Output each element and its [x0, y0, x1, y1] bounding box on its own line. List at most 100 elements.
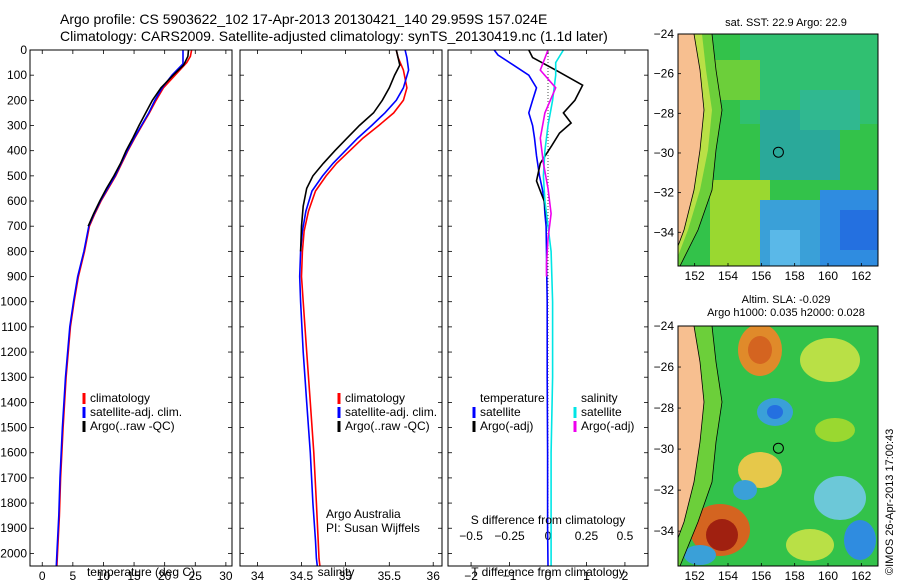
x-tick-label: 1	[583, 569, 590, 580]
series-line-s-satellite	[542, 49, 565, 566]
depth-tick-label: 1100	[1, 320, 27, 334]
s-tick-label: −0.25	[494, 529, 525, 543]
map-y-tick-label: −24	[654, 27, 675, 41]
s-tick-label: 0.5	[617, 529, 634, 543]
difference-depth-ticks	[448, 49, 648, 554]
legend-label: satellite-adj. clim.	[90, 405, 182, 419]
figure-title-line2: Climatology: CARS2009. Satellite-adjuste…	[60, 28, 608, 44]
depth-tick-label: 0	[20, 43, 27, 57]
series-line-climatology	[300, 49, 408, 567]
x-tick-label: 34	[251, 569, 265, 580]
map-y-tick-label: −26	[654, 360, 675, 374]
map-y-tick-label: −32	[654, 483, 675, 497]
difference-top-label: S difference from climatology	[471, 513, 626, 527]
temperature-xlabel: temperature (deg C)	[87, 565, 195, 579]
legend-title-temperature: temperature	[480, 391, 545, 405]
salinity-annotation-line2: PI: Susan Wijffels	[326, 521, 420, 535]
difference-panel: −2 −1 0 1 2 −0.5 −0.25 0 0.25 0.5 T difference f…	[447, 49, 649, 580]
map-x-tick-label: 152	[685, 269, 705, 283]
temperature-x-ticks: 0 5 10 15 20 25 30	[39, 50, 233, 580]
legend-label: climatology	[345, 391, 405, 405]
sst-map-y-ticks: −24 −26 −28 −30 −32 −34	[654, 27, 681, 239]
sla-map-shelf-contour	[679, 326, 723, 566]
series-line-satellite-adj-clim-	[55, 50, 184, 567]
difference-xlabel: T difference from climatology	[471, 565, 625, 579]
depth-tick-label: 1700	[0, 471, 27, 485]
x-tick-label: 25	[189, 569, 203, 580]
depth-tick-label: 800	[7, 244, 27, 258]
map-x-tick-label: 162	[851, 269, 871, 283]
series-line-satellite-adj-clim-	[298, 49, 410, 567]
depth-tick-label: 1600	[0, 446, 27, 460]
x-tick-label: 2	[622, 569, 629, 580]
sla-map-y-ticks: −24 −26 −28 −30 −32 −34	[654, 319, 681, 538]
legend-label: Argo(..raw -QC)	[90, 419, 175, 433]
s-tick-label: 0.25	[575, 529, 599, 543]
series-line-s-argo-adj-	[539, 49, 557, 277]
map-x-tick-label: 156	[751, 269, 771, 283]
sla-map-x-ticks: 152 154 156 158 160 162	[685, 563, 872, 580]
imos-timestamp-label: ©IMOS 26-Apr-2013 17:00:43	[884, 429, 896, 575]
sst-map-shelf-contour	[679, 34, 723, 266]
depth-tick-label: 600	[7, 194, 27, 208]
sla-map-field	[678, 326, 878, 566]
depth-tick-label: 1900	[0, 521, 27, 535]
difference-legend: temperature salinitysatelliteArgo(-adj)sa…	[472, 391, 634, 433]
sla-map-coastline	[678, 326, 705, 539]
depth-tick-label: 700	[7, 219, 27, 233]
difference-axes-frame	[447, 49, 649, 567]
sst-map-title: sat. SST: 22.9 Argo: 22.9	[725, 17, 847, 29]
difference-lines	[493, 49, 584, 567]
depth-tick-label: 1500	[0, 421, 27, 435]
map-x-tick-label: 158	[785, 269, 805, 283]
x-tick-label: 34.5	[290, 569, 314, 580]
temperature-panel: 0100200300400500600700800900100011001200…	[0, 43, 233, 580]
map-x-tick-label: 154	[718, 569, 738, 580]
depth-tick-label: 2000	[0, 546, 27, 560]
figure-title-line1: Argo profile: CS 5903622_102 17-Apr-2013…	[60, 11, 548, 27]
depth-tick-label: 1400	[0, 395, 27, 409]
temperature-lines	[55, 49, 193, 567]
legend-label: Argo(..raw -QC)	[345, 419, 430, 433]
map-y-tick-label: −24	[654, 319, 675, 333]
sla-map-panel: Altim. SLA: -0.029 Argo h1000: 0.035 h20…	[654, 294, 896, 580]
depth-tick-label: 500	[7, 169, 27, 183]
depth-tick-label: 400	[7, 144, 27, 158]
sla-map-frame	[677, 325, 879, 567]
series-line-t-argo-adj-	[528, 49, 584, 227]
salinity-depth-ticks	[240, 49, 442, 554]
depth-tick-label: 300	[7, 119, 27, 133]
map-x-tick-label: 158	[785, 569, 805, 580]
x-tick-label: −2	[464, 569, 478, 580]
depth-tick-label: 900	[7, 270, 27, 284]
sla-map-argo-marker	[772, 442, 784, 454]
depth-tick-label: 1200	[0, 345, 27, 359]
x-tick-label: 35.5	[378, 569, 402, 580]
map-y-tick-label: −32	[654, 186, 675, 200]
map-x-tick-label: 154	[718, 269, 738, 283]
sst-map-panel: sat. SST: 22.9 Argo: 22.9 152 154 156 158 16…	[654, 17, 879, 283]
salinity-x-ticks: 34 34.5 35 35.5 36	[251, 50, 440, 580]
sst-map-x-ticks: 152 154 156 158 160 162	[685, 263, 872, 283]
map-x-tick-label: 160	[818, 569, 838, 580]
x-tick-label: 36	[427, 569, 441, 580]
legend-label: satellite	[581, 405, 622, 419]
sst-map-coastline	[678, 34, 705, 247]
depth-tick-label: 1300	[0, 370, 27, 384]
map-y-tick-label: −34	[654, 225, 675, 239]
sla-map-land	[678, 326, 704, 538]
map-y-tick-label: −30	[654, 146, 675, 160]
map-y-tick-label: −34	[654, 524, 675, 538]
legend-label: Argo(-adj)	[480, 419, 533, 433]
salinity-lines	[298, 49, 410, 567]
salinity-annotation-line1: Argo Australia	[326, 507, 401, 521]
series-line-argo-raw-qc-	[87, 49, 190, 227]
x-tick-label: 10	[97, 569, 111, 580]
sla-map-title-line2: Argo h1000: 0.035 h2000: 0.028	[707, 307, 865, 319]
x-tick-label: −1	[503, 569, 517, 580]
x-tick-label: 35	[339, 569, 353, 580]
map-y-tick-label: −30	[654, 442, 675, 456]
legend-label: satellite	[480, 405, 521, 419]
legend-label: satellite-adj. clim.	[345, 405, 437, 419]
